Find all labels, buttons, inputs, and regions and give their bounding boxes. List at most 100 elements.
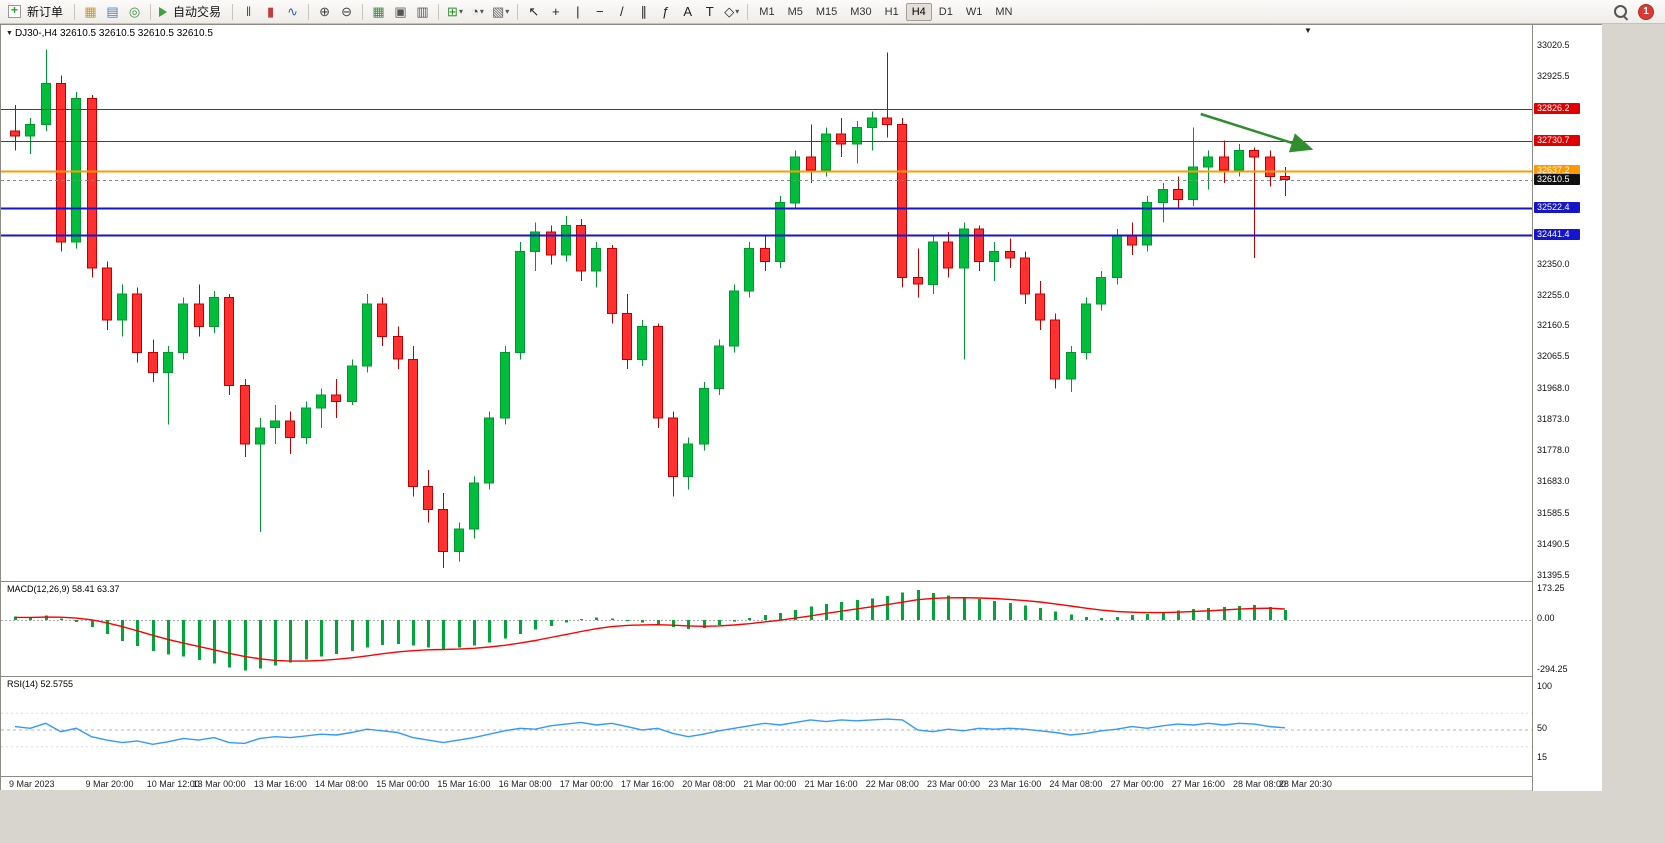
macd-plot[interactable] — [1, 582, 1532, 677]
indicators-button[interactable]: ⊞ ▾ — [444, 2, 466, 22]
candle-down — [1219, 156, 1229, 171]
fibonacci-icon: ƒ — [662, 4, 670, 19]
candle-up — [790, 156, 800, 204]
timeframe-w1[interactable]: W1 — [965, 5, 983, 18]
bar-chart-button[interactable]: ‖ — [238, 2, 259, 22]
horizontal-line-button[interactable]: − — [589, 2, 610, 22]
text-button[interactable]: A — [677, 2, 698, 22]
new-order-label: 新订单 — [27, 5, 64, 19]
macd-axis-label: 173.25 — [1537, 583, 1565, 593]
auto-scroll-button[interactable]: ▣ — [390, 2, 411, 22]
dropdown-arrow-icon[interactable]: ▾ — [458, 7, 463, 16]
search-icon[interactable] — [1614, 4, 1628, 19]
candle-up — [591, 247, 601, 272]
zoom-out-button[interactable]: ⊖ — [336, 2, 357, 22]
dropdown-arrow-icon[interactable]: ▾ — [479, 7, 484, 16]
dropdown-arrow-icon[interactable]: ▾ — [505, 7, 510, 16]
label-icon: T — [705, 4, 714, 19]
shapes-button[interactable]: ◇ ▾ — [721, 2, 742, 22]
candle-up — [821, 133, 831, 171]
web-community-button[interactable]: ◎ — [124, 2, 145, 22]
time-axis-label: 22 Mar 08:00 — [865, 779, 919, 789]
time-axis-label: 27 Mar 00:00 — [1110, 779, 1164, 789]
timeframe-m5[interactable]: M5 — [787, 5, 803, 18]
candle-up — [270, 420, 280, 429]
periods-clock-icon: ◔ — [471, 4, 479, 19]
zoom-in-button[interactable]: ⊕ — [314, 2, 335, 22]
candle-up — [1112, 234, 1122, 279]
candle-up — [1081, 303, 1091, 354]
zoom-out-icon: ⊖ — [341, 4, 352, 19]
time-axis[interactable]: 9 Mar 2023 9 Mar 20:00 10 Mar 12:00 13 Mar … — [1, 776, 1532, 790]
candle-up — [469, 482, 479, 530]
notification-badge[interactable]: 1 — [1638, 3, 1654, 20]
candle-up — [744, 247, 754, 292]
tile-windows-button[interactable]: ▦ — [368, 2, 389, 22]
candle-down — [546, 231, 556, 256]
templates-button[interactable]: ▧ ▾ — [489, 2, 512, 22]
candle-up — [530, 231, 540, 253]
price-axis-label: 31395.5 — [1537, 570, 1570, 580]
candlestick-button[interactable]: ▮ — [260, 2, 281, 22]
candle-up — [178, 303, 188, 354]
channel-button[interactable]: ∥ — [633, 2, 654, 22]
symbol-dropdown-icon[interactable]: ▼ — [6, 30, 13, 37]
toolbar-separator — [438, 3, 440, 20]
level-price-tag: 32637.2 — [1534, 165, 1580, 176]
crosshair-button[interactable]: + — [545, 2, 566, 22]
timeframe-m1[interactable]: M1 — [759, 5, 775, 18]
trendline-button[interactable]: / — [611, 2, 632, 22]
fibonacci-button[interactable]: ƒ — [655, 2, 676, 22]
time-axis-label: 15 Mar 00:00 — [376, 779, 430, 789]
candle-down — [56, 83, 66, 243]
candle-down — [10, 130, 20, 137]
dropdown-arrow-icon[interactable]: ▾ — [735, 7, 740, 16]
time-axis-label: 13 Mar 00:00 — [192, 779, 246, 789]
level-price-tag: 32730.7 — [1534, 134, 1580, 146]
channel-icon: ∥ — [640, 4, 648, 19]
web-community-icon: ◎ — [128, 4, 141, 19]
chart-shift-button[interactable]: ▥ — [412, 2, 433, 22]
candle-up — [852, 127, 862, 145]
candle-down — [1020, 257, 1030, 295]
time-axis-label: 17 Mar 16:00 — [621, 779, 675, 789]
timeframe-d1[interactable]: D1 — [938, 5, 953, 18]
vertical-line-button[interactable]: | — [567, 2, 588, 22]
data-window-button[interactable]: ▤ — [102, 2, 123, 22]
new-order-button[interactable]: 新订单 — [5, 2, 69, 22]
timeframe-m15[interactable]: M15 — [815, 5, 838, 18]
time-axis-label: 28 Mar 20:30 — [1278, 779, 1332, 789]
trend-arrow-annotation — [1200, 112, 1314, 153]
candle-up — [515, 251, 525, 354]
shapes-icon: ◇ — [724, 4, 735, 19]
candle-up — [714, 345, 724, 390]
candle-down — [194, 303, 204, 328]
candle-up — [729, 290, 739, 347]
line-chart-button[interactable]: ∿ — [282, 2, 303, 22]
price-axis-label: 31585.5 — [1537, 508, 1570, 519]
timeframe-m30[interactable]: M30 — [850, 5, 872, 18]
price-chart[interactable] — [1, 25, 1532, 581]
candle-down — [1280, 176, 1290, 181]
timeframe-h1[interactable]: H1 — [884, 5, 899, 18]
timeframe-h4[interactable]: H4 — [905, 2, 932, 21]
label-button[interactable]: T — [699, 2, 720, 22]
candle-down — [576, 225, 586, 272]
candle-up — [1203, 156, 1213, 168]
market-watch-button[interactable]: ▦ — [80, 2, 101, 22]
timeframe-mn[interactable]: MN — [995, 5, 1013, 18]
candle-up — [163, 352, 173, 373]
time-axis-label: 21 Mar 00:00 — [743, 779, 797, 789]
auto-trading-button[interactable]: 自动交易 — [156, 2, 227, 22]
candle-up — [41, 83, 51, 125]
periods-clock-button[interactable]: ◔ ▾ — [467, 2, 488, 22]
price-axis-label: 32065.5 — [1537, 351, 1570, 362]
horizontal-line-icon: − — [595, 4, 604, 19]
price-axis[interactable]: 33020.5 32925.5 32350.0 32255.0 32160.5 32065… — [1532, 25, 1602, 791]
indicators-icon: ⊞ — [447, 4, 458, 19]
candle-up — [301, 407, 311, 439]
candle-up — [637, 326, 647, 360]
rsi-plot[interactable] — [1, 677, 1532, 777]
cursor-button[interactable]: ↖ — [523, 2, 544, 22]
price-axis-label: 32350.0 — [1537, 258, 1570, 269]
